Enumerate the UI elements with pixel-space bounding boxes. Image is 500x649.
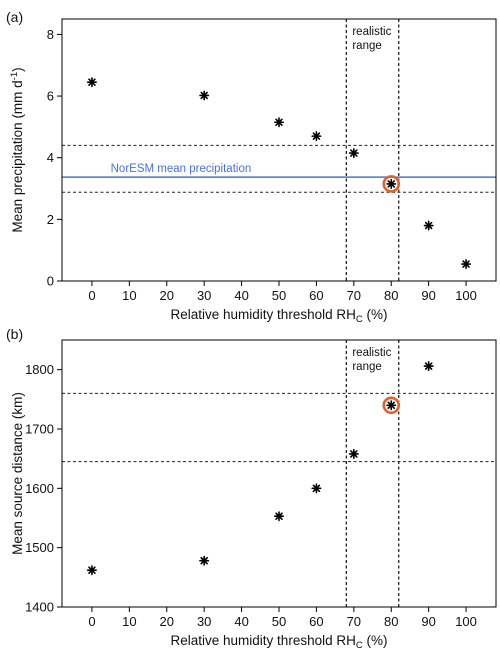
x-axis-label: Relative humidity threshold RHC (%) xyxy=(171,633,388,649)
x-tick-label: 10 xyxy=(122,288,136,303)
chart-panel-a: (a) NorESM mean precipitation realistic ran… xyxy=(6,9,497,325)
x-tick-label: 40 xyxy=(234,614,248,629)
x-tick-label: 30 xyxy=(197,614,211,629)
data-point-2 xyxy=(273,511,285,522)
y-tick-label: 8 xyxy=(47,27,54,42)
plot-frame xyxy=(61,18,497,282)
x-tick-label: 60 xyxy=(309,614,323,629)
x-tick-label: 90 xyxy=(421,614,435,629)
data-point-1 xyxy=(199,90,210,101)
x-tick-label: 30 xyxy=(197,288,211,303)
range-label-line-0: realistic xyxy=(352,26,391,38)
y-tick-label: 0 xyxy=(47,274,54,289)
ref-line-label: NorESM mean precipitation xyxy=(111,163,252,175)
range-label-line-1: range xyxy=(352,361,381,373)
x-tick-label: 100 xyxy=(455,614,477,629)
highlight-circle xyxy=(382,396,401,415)
x-tick-label: 90 xyxy=(421,288,435,303)
panel-label: (a) xyxy=(6,9,23,25)
x-axis-label: Relative humidity threshold RHC (%) xyxy=(171,307,388,325)
x-tick-label: 50 xyxy=(272,614,286,629)
y-tick-label: 1400 xyxy=(25,600,54,615)
data-point-3 xyxy=(311,483,322,494)
x-tick-label: 80 xyxy=(384,288,398,303)
x-tick-label: 10 xyxy=(122,614,136,629)
x-tick-label: 20 xyxy=(160,288,174,303)
data-point-0 xyxy=(86,565,97,576)
y-axis-label: Mean source distance (km) xyxy=(10,392,25,555)
data-point-2 xyxy=(273,117,285,128)
x-tick-label: 0 xyxy=(88,614,95,629)
x-tick-label: 100 xyxy=(455,288,477,303)
panel-label: (b) xyxy=(6,326,23,342)
x-tick-label: 60 xyxy=(309,288,323,303)
plot-frame xyxy=(61,339,497,608)
chart-panel-b: (b) realistic range 0 10 20 30 40 50 60 70 80 90 100 1… xyxy=(6,326,497,649)
data-point-6 xyxy=(423,220,434,231)
data-point-4 xyxy=(348,448,359,459)
x-tick-label: 70 xyxy=(347,614,361,629)
range-label-line-1: range xyxy=(352,40,381,52)
x-tick-label: 40 xyxy=(234,288,248,303)
x-tick-label: 0 xyxy=(88,288,95,303)
y-tick-label: 1600 xyxy=(25,481,54,496)
x-tick-label: 50 xyxy=(272,288,286,303)
x-tick-label: 70 xyxy=(347,288,361,303)
data-point-5 xyxy=(386,400,397,411)
y-tick-label: 1500 xyxy=(25,540,54,555)
range-label-line-0: realistic xyxy=(352,347,391,359)
data-point-6 xyxy=(423,361,434,372)
data-point-5 xyxy=(386,178,397,189)
y-tick-label: 4 xyxy=(47,150,54,165)
highlight-circle xyxy=(382,175,401,193)
data-point-1 xyxy=(199,555,210,566)
data-point-3 xyxy=(311,131,322,142)
data-point-4 xyxy=(348,148,359,159)
y-axis-label: Mean precipitation (mm d-1) xyxy=(9,67,25,232)
y-tick-label: 2 xyxy=(47,212,54,227)
y-tick-label: 6 xyxy=(47,89,54,104)
data-point-0 xyxy=(86,77,97,88)
y-tick-label: 1800 xyxy=(25,362,54,377)
data-point-7 xyxy=(461,259,472,270)
x-tick-label: 20 xyxy=(160,614,174,629)
x-tick-label: 80 xyxy=(384,614,398,629)
y-tick-label: 1700 xyxy=(25,422,54,437)
